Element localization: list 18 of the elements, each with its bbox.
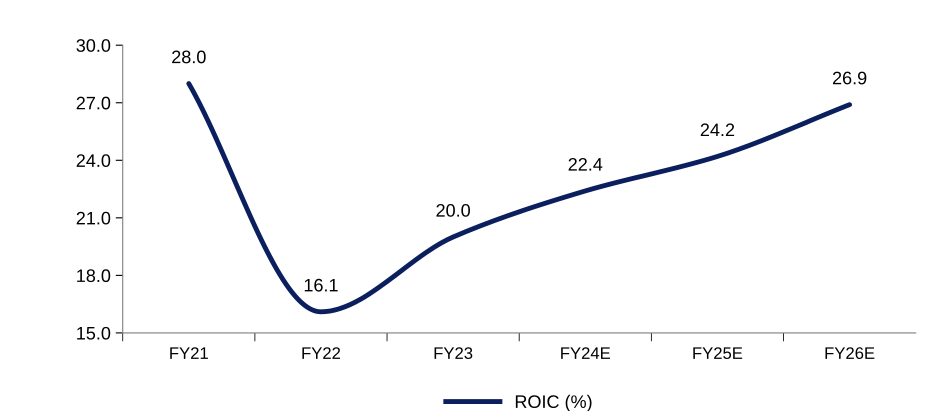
y-tick-label: 15.0 (77, 326, 110, 340)
data-label: 16.1 (304, 278, 338, 292)
y-tick-label: 21.0 (76, 212, 110, 225)
x-tick-label: FY24E (561, 347, 610, 359)
y-tick-label: 24.0 (76, 154, 110, 168)
x-tick-label: FY25E (693, 347, 742, 360)
x-tick-label: FY26E (825, 347, 874, 360)
y-tick-label: 27.0 (76, 96, 110, 110)
x-tick-label: FY21 (170, 347, 208, 359)
y-tick-label: 30.0 (76, 39, 110, 52)
data-label: 26.9 (832, 72, 866, 84)
data-label: 24.2 (700, 123, 734, 136)
data-label: 28.0 (172, 50, 206, 64)
y-tick-label: 18.0 (77, 269, 110, 282)
x-tick-label: FY23 (434, 347, 472, 360)
data-label: 20.0 (436, 204, 470, 217)
x-tick-label: FY22 (302, 347, 340, 359)
data-label: 22.4 (568, 158, 602, 171)
